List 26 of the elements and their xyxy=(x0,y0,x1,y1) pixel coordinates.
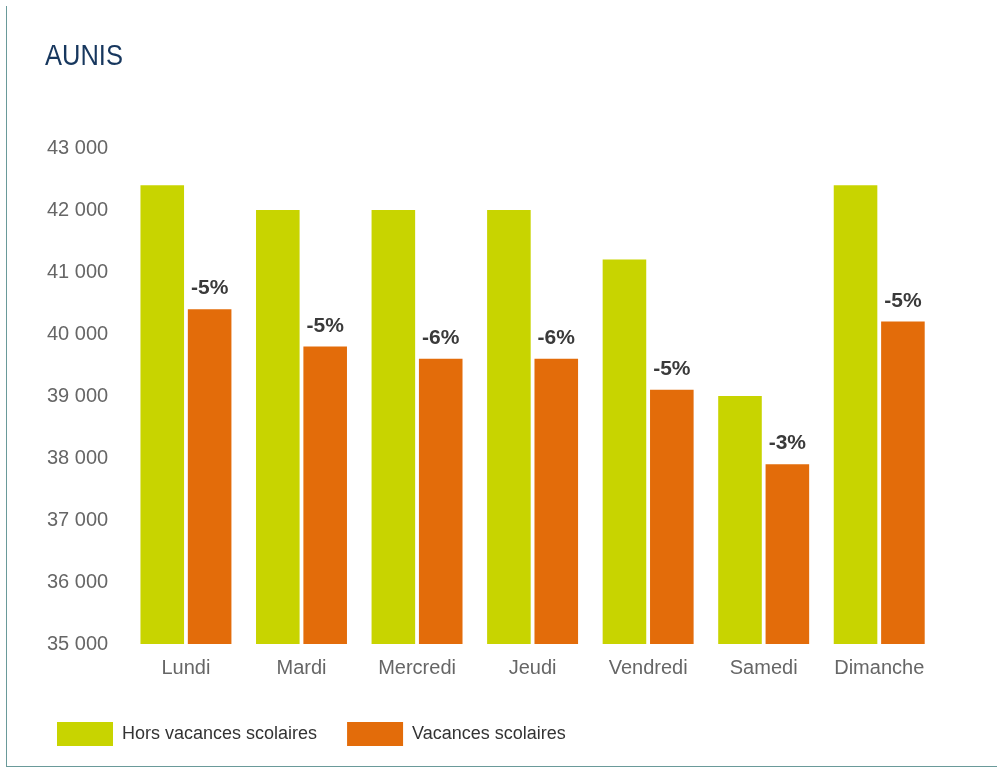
y-tick-label: 36 000 xyxy=(47,569,109,592)
y-tick-label: 42 000 xyxy=(47,197,109,220)
annotation: -5% xyxy=(306,312,345,336)
y-tick-label: 40 000 xyxy=(47,321,109,344)
x-tick-label: Mercredi xyxy=(378,655,456,678)
x-tick-label: Dimanche xyxy=(834,655,925,678)
x-tick-label: Samedi xyxy=(729,655,798,678)
annotation: -6% xyxy=(537,325,576,349)
x-tick-label: Mardi xyxy=(276,655,327,678)
legend-label: Vacances scolaires xyxy=(412,722,566,743)
legend-label: Hors vacances scolaires xyxy=(122,722,318,743)
x-tick-label: Vendredi xyxy=(608,655,688,678)
x-tick-label: Lundi xyxy=(161,655,211,678)
annotation: -5% xyxy=(653,356,691,380)
x-tick-label: Jeudi xyxy=(508,655,557,678)
annotation: -3% xyxy=(768,430,807,454)
annotation: -5% xyxy=(884,287,922,311)
y-tick-label: 35 000 xyxy=(47,631,109,654)
y-tick-label: 43 000 xyxy=(47,135,109,158)
y-tick-label: 38 000 xyxy=(47,445,109,468)
y-tick-label: 41 000 xyxy=(47,259,109,282)
y-tick-label: 39 000 xyxy=(47,383,109,406)
chart-title: AUNIS xyxy=(45,38,123,72)
y-tick-label: 37 000 xyxy=(47,507,109,530)
annotation: -5% xyxy=(190,275,229,299)
annotation: -6% xyxy=(422,325,460,349)
